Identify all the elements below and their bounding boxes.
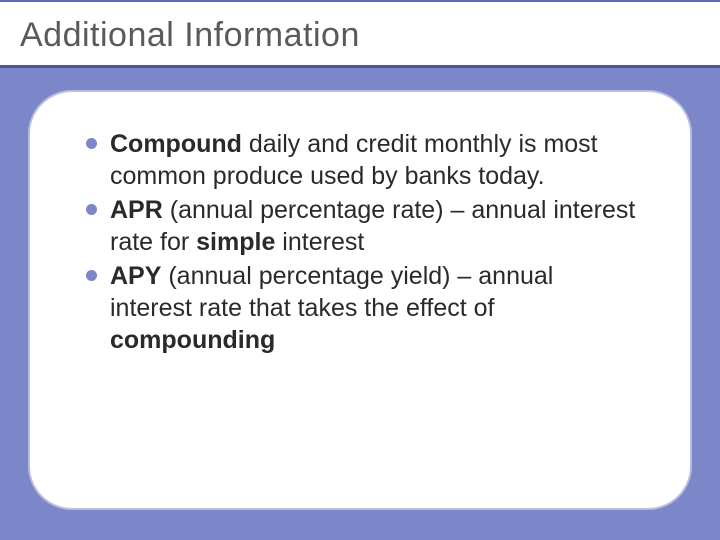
- content-box: Compound daily and credit monthly is mos…: [28, 90, 692, 510]
- bullet-text-segment: (annual percentage rate) – annual intere…: [110, 196, 635, 256]
- bullet-text-segment: compounding: [110, 326, 275, 354]
- title-bar: Additional Information: [0, 0, 720, 68]
- bullet-text-segment: interest: [275, 228, 364, 256]
- bullet-item: Compound daily and credit monthly is mos…: [86, 128, 642, 192]
- bullet-item: APR (annual percentage rate) – annual in…: [86, 194, 642, 258]
- bullet-text-segment: Compound: [110, 130, 242, 158]
- slide-body: Compound daily and credit monthly is mos…: [0, 78, 720, 540]
- bullet-text-segment: simple: [196, 228, 275, 256]
- bullet-text-segment: (annual percentage yield) – annual inter…: [110, 262, 553, 322]
- bullet-text-segment: APY: [110, 262, 161, 290]
- bullet-dot-icon: [86, 138, 97, 149]
- bullet-text-segment: APR: [110, 196, 163, 224]
- bullet-item: APY (annual percentage yield) – annual i…: [86, 260, 642, 356]
- bullet-list: Compound daily and credit monthly is mos…: [86, 128, 642, 356]
- bullet-dot-icon: [86, 270, 97, 281]
- bullet-dot-icon: [86, 204, 97, 215]
- slide-title: Additional Information: [20, 16, 700, 55]
